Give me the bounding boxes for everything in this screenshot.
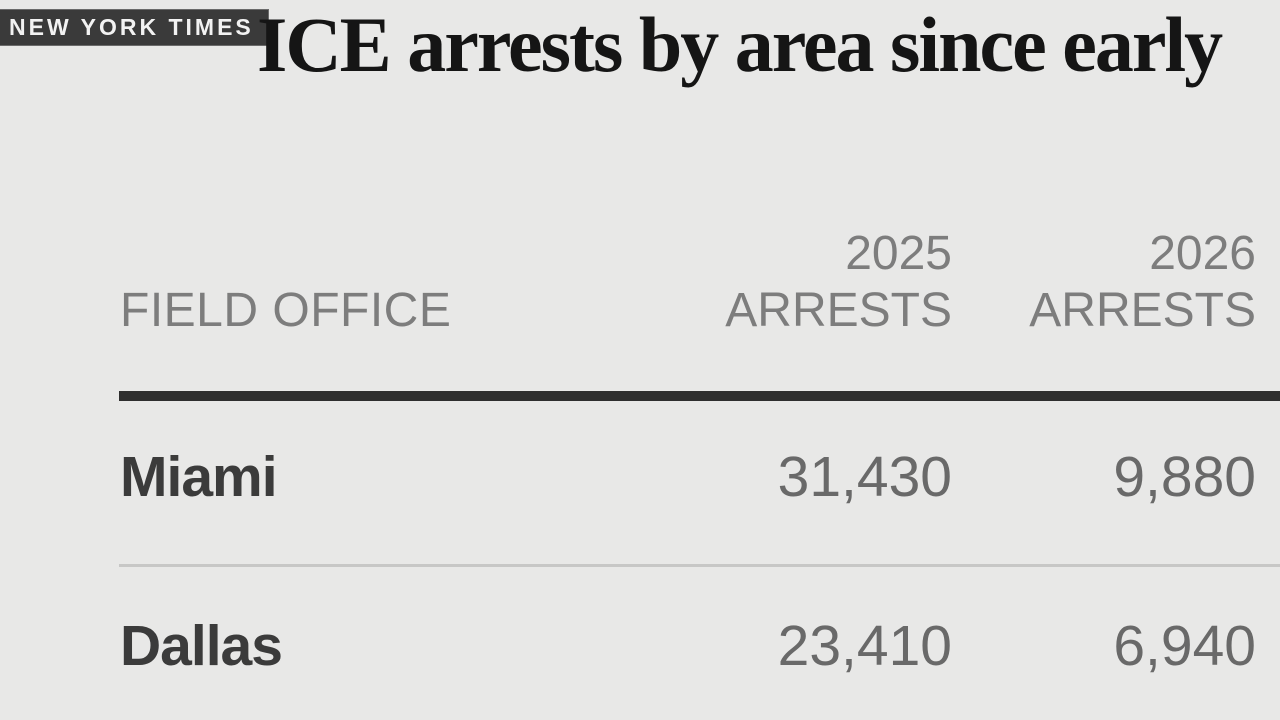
column-header-2025-arrests-label: ARRESTS [725,284,952,337]
table-row-miami-2026-arrests: 9,880 [1113,445,1256,509]
column-header-2025-year: 2025 [845,227,952,280]
column-header-2025-arrests: 2025 ARRESTS [725,225,952,339]
table-row-dallas-2025-arrests: 23,410 [777,614,952,678]
source-badge-label: NEW YORK TIMES [9,14,254,40]
page-title: ICE arrests by area since early [257,1,1223,88]
table-row-dallas-2026-arrests: 6,940 [1113,614,1256,678]
column-header-field-office: FIELD OFFICE [120,284,452,337]
row-divider [119,564,1280,567]
column-header-2026-arrests-label: ARRESTS [1029,284,1256,337]
column-header-2026-year: 2026 [1149,227,1256,280]
column-header-2026-arrests: 2026 ARRESTS [1029,225,1256,339]
source-badge: NEW YORK TIMES [0,9,269,46]
table-header-rule [119,391,1280,401]
table-row-miami-2025-arrests: 31,430 [777,445,952,509]
table-row-dallas-office: Dallas [120,614,283,678]
table-row-miami-office: Miami [120,445,278,509]
